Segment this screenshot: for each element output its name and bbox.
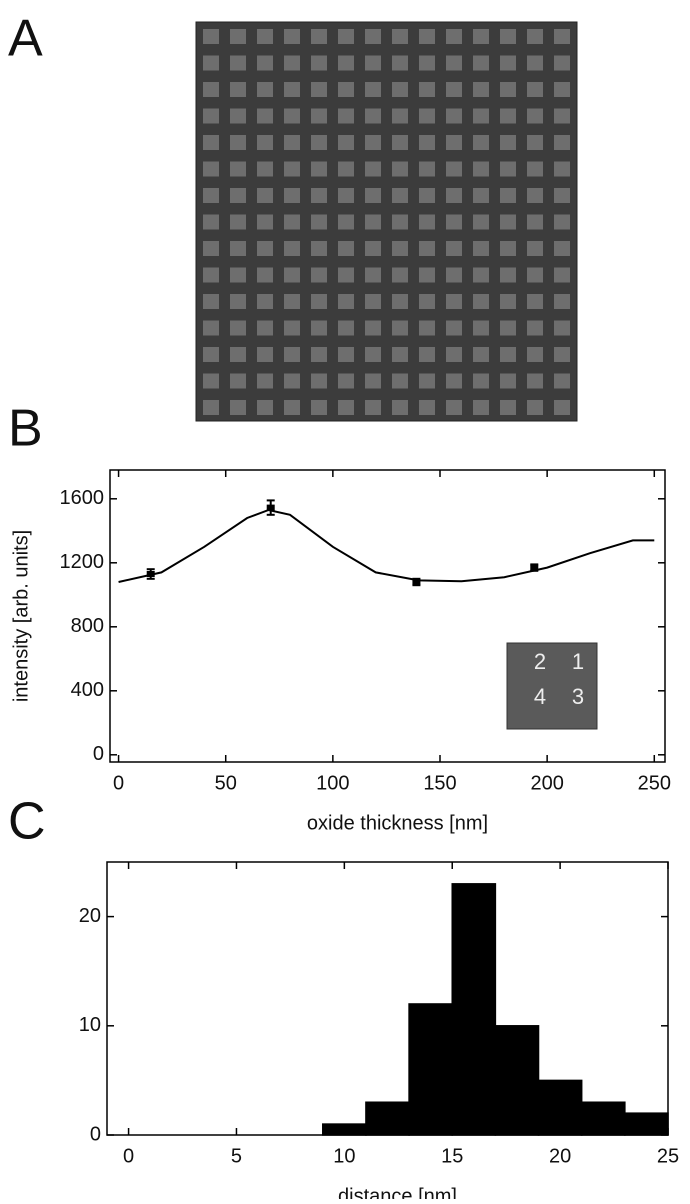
plot-frame — [106, 861, 669, 1136]
y-tick-label: 0 — [93, 743, 104, 765]
inset-label: 3 — [572, 684, 584, 709]
histogram-bar — [537, 1079, 583, 1136]
histogram-bar — [624, 1112, 669, 1136]
histogram-bar — [365, 1101, 410, 1136]
y-tick-label: 400 — [71, 679, 104, 701]
x-axis-label: distance [nm] — [338, 1185, 457, 1199]
y-tick-label: 20 — [79, 905, 101, 927]
plot-frame — [109, 469, 666, 763]
y-axis-label: intensity [arb. units] — [10, 530, 32, 702]
micrograph — [195, 21, 578, 422]
x-tick-label: 20 — [549, 1145, 571, 1167]
inset-image — [506, 642, 598, 730]
panel-label: A — [8, 10, 43, 68]
data-point — [412, 577, 421, 587]
histogram-bar — [451, 883, 497, 1136]
x-tick-label: 25 — [657, 1145, 679, 1167]
data-point — [266, 499, 275, 516]
y-tick-label: 1600 — [60, 487, 105, 509]
data-point — [530, 563, 539, 572]
x-tick-label: 0 — [113, 772, 124, 794]
fit-curve — [118, 508, 655, 583]
inset-label: 4 — [534, 684, 546, 709]
y-tick-label: 800 — [71, 615, 104, 637]
histogram-bar — [408, 1003, 453, 1136]
x-tick-label: 100 — [316, 772, 349, 794]
y-tick-label: 1200 — [60, 551, 105, 573]
x-tick-label: 0 — [123, 1145, 134, 1167]
x-tick-label: 50 — [215, 772, 237, 794]
x-tick-label: 5 — [231, 1145, 242, 1167]
data-point — [146, 568, 155, 580]
x-tick-label: 250 — [638, 772, 671, 794]
histogram-bar — [322, 1123, 367, 1136]
x-tick-label: 150 — [423, 772, 456, 794]
histogram-bar — [580, 1101, 626, 1136]
y-tick-label: 10 — [79, 1014, 101, 1036]
x-tick-label: 10 — [333, 1145, 355, 1167]
inset-label: 1 — [572, 649, 584, 674]
panel-label: C — [8, 793, 46, 851]
y-tick-label: 0 — [90, 1123, 101, 1145]
x-tick-label: 15 — [441, 1145, 463, 1167]
x-tick-label: 200 — [530, 772, 563, 794]
histogram-bar — [494, 1025, 540, 1136]
x-axis-label: oxide thickness [nm] — [307, 812, 488, 834]
inset-label: 2 — [534, 649, 546, 674]
panel-label: B — [8, 400, 43, 458]
